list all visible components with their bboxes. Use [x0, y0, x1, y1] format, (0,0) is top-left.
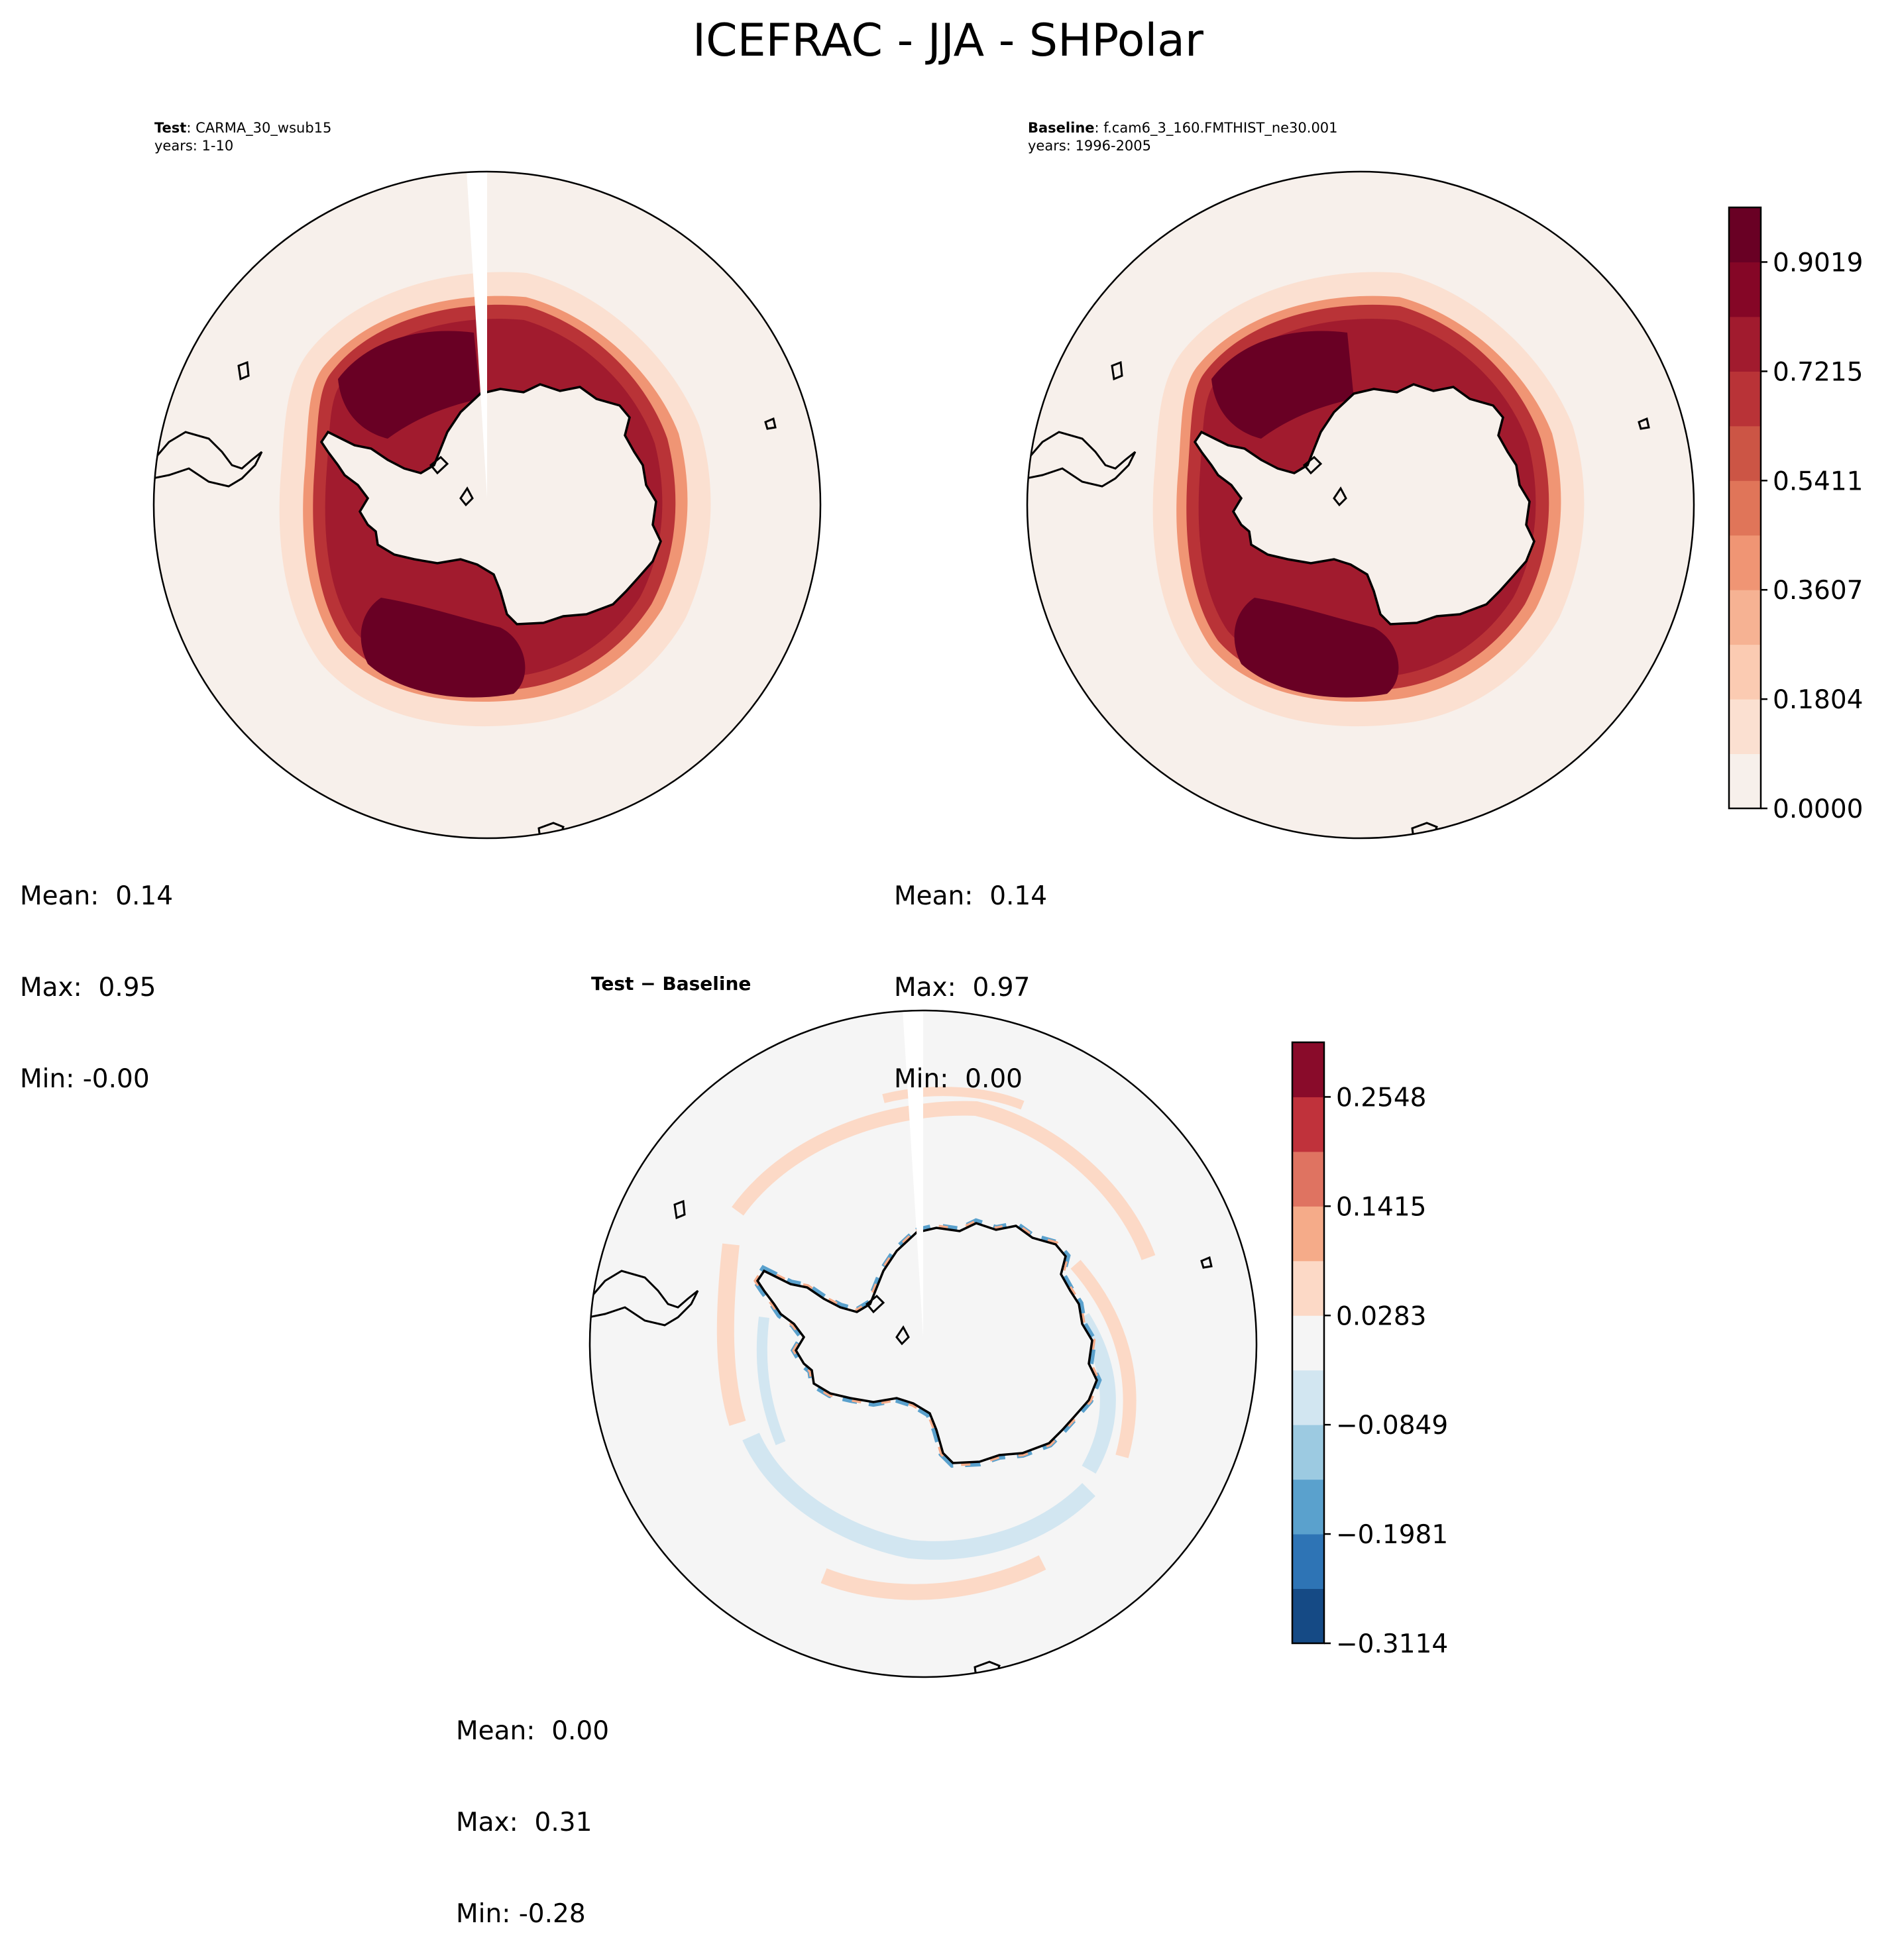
test-stats: Mean: 0.14 Max: 0.95 Min: -0.00	[20, 820, 173, 1125]
baseline-mean: Mean: 0.14	[894, 881, 1048, 911]
colorbar-main-swatch	[1729, 371, 1761, 427]
baseline-label: Baseline	[1028, 120, 1095, 136]
difference-min: Min: -0.28	[456, 1899, 586, 1929]
colorbar-main-swatch	[1729, 699, 1761, 755]
colorbar-main-tick-label: 0.3607	[1773, 576, 1863, 606]
colorbar-main-swatch	[1729, 753, 1761, 809]
colorbar-main-tick-label: 0.1804	[1773, 685, 1863, 715]
baseline-stats: Mean: 0.14 Max: 0.97 Min: 0.00	[894, 820, 1047, 1125]
baseline-years: years: 1996-2005	[1028, 138, 1152, 154]
colorbar-diff-tick-label: 0.1415	[1336, 1192, 1426, 1222]
colorbar-diff-swatch	[1292, 1588, 1324, 1644]
colorbar-diff-swatch	[1292, 1425, 1324, 1480]
baseline-map	[1026, 170, 1695, 840]
test-years: years: 1-10	[154, 138, 234, 154]
colorbar-main-tick-label: 0.0000	[1773, 794, 1863, 824]
colorbar-main-swatch	[1729, 535, 1761, 590]
baseline-case-name: : f.cam6_3_160.FMTHIST_ne30.001	[1094, 120, 1338, 136]
difference-panel-title: Test − Baseline	[591, 973, 752, 995]
colorbar-main-swatch	[1729, 316, 1761, 372]
colorbar-diff-swatch	[1292, 1260, 1324, 1316]
colorbar-diff-tick-label: −0.1981	[1336, 1520, 1448, 1550]
difference-max: Max: 0.31	[456, 1808, 592, 1837]
colorbar-diff-tick-label: −0.3114	[1336, 1629, 1448, 1659]
test-panel-header: Test: CARMA_30_wsub15 years: 1-10	[154, 119, 331, 155]
difference-mean: Mean: 0.00	[456, 1716, 610, 1746]
test-label: Test	[154, 120, 187, 136]
difference-map	[588, 1009, 1258, 1678]
colorbar-diff-swatch	[1292, 1370, 1324, 1425]
colorbar-diff-swatch	[1292, 1534, 1324, 1590]
test-map	[152, 170, 822, 840]
colorbar-main-tick-label: 0.7215	[1773, 357, 1863, 387]
colorbar-main-swatch	[1729, 425, 1761, 481]
colorbar-diff-swatch	[1292, 1151, 1324, 1207]
colorbar-main-tick-label: 0.9019	[1773, 248, 1863, 278]
test-max: Max: 0.95	[20, 973, 156, 1003]
colorbar-main-swatch	[1729, 590, 1761, 645]
colorbar-difference: −0.3114 −0.1981 −0.0849 0.0283 0.1415 0.2548	[1291, 1041, 1448, 1659]
test-case-name: : CARMA_30_wsub15	[186, 120, 332, 136]
colorbar-main-swatch	[1729, 262, 1761, 317]
test-mean: Mean: 0.14	[20, 881, 174, 911]
figure-title: ICEFRAC - JJA - SHPolar	[693, 15, 1203, 67]
difference-stats: Mean: 0.00 Max: 0.31 Min: -0.28	[456, 1655, 609, 1960]
colorbar-diff-swatch	[1292, 1479, 1324, 1535]
colorbar-diff-swatch	[1292, 1097, 1324, 1152]
baseline-min: Min: 0.00	[894, 1064, 1023, 1094]
colorbar-diff-tick-label: 0.0283	[1336, 1301, 1426, 1331]
figure-canvas: 0.0000 0.1804 0.3607 0.5411 0.7215 0.9019 −0.…	[152, 170, 1863, 1678]
colorbar-diff-frame	[1291, 1041, 1325, 1645]
test-min: Min: -0.00	[20, 1064, 150, 1094]
colorbar-main-frame	[1728, 206, 1762, 810]
colorbar-diff-swatch	[1292, 1206, 1324, 1262]
colorbar-main-tick-label: 0.5411	[1773, 466, 1863, 496]
colorbar-diff-tick-label: 0.2548	[1336, 1083, 1426, 1113]
baseline-max: Max: 0.97	[894, 973, 1031, 1003]
colorbar-main: 0.0000 0.1804 0.3607 0.5411 0.7215 0.9019	[1728, 206, 1863, 824]
colorbar-main-swatch	[1729, 207, 1761, 262]
colorbar-diff-tick-label: −0.0849	[1336, 1411, 1448, 1441]
colorbar-main-swatch	[1729, 480, 1761, 536]
colorbar-diff-swatch	[1292, 1315, 1324, 1371]
colorbar-main-swatch	[1729, 644, 1761, 700]
baseline-panel-header: Baseline: f.cam6_3_160.FMTHIST_ne30.001 …	[1028, 119, 1338, 155]
colorbar-diff-swatch	[1292, 1042, 1324, 1097]
